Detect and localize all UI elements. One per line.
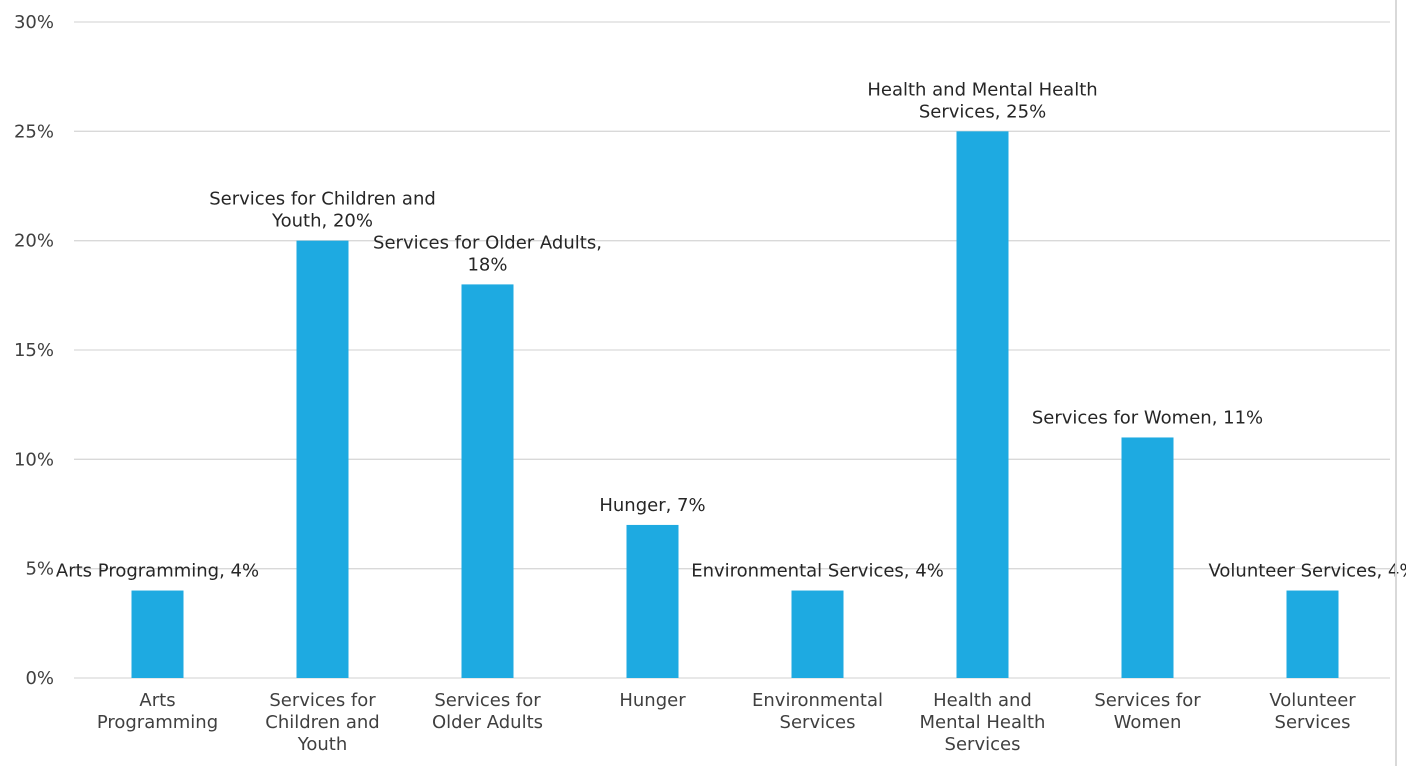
x-tick-label: Programming <box>97 712 218 733</box>
y-tick-label: 15% <box>14 340 54 361</box>
x-tick-label: Services for <box>1094 690 1201 711</box>
bar <box>1286 590 1339 678</box>
x-tick-label: Environmental <box>752 690 883 711</box>
bar <box>956 131 1009 679</box>
x-tick-label: Services <box>1275 712 1351 733</box>
bar <box>1121 437 1174 678</box>
data-label: Hunger, 7% <box>599 495 705 516</box>
y-tick-label: 10% <box>14 449 54 470</box>
bar <box>296 240 349 678</box>
x-tick-label: Hunger <box>619 690 686 711</box>
data-label: Services for Older Adults, <box>373 232 602 253</box>
y-tick-label: 5% <box>25 559 54 580</box>
x-tick-label: Women <box>1114 712 1182 733</box>
bar <box>626 524 679 678</box>
data-label: Health and Mental Health <box>867 79 1097 100</box>
y-tick-label: 30% <box>14 12 54 33</box>
x-tick-label: Services for <box>434 690 541 711</box>
x-tick-label: Older Adults <box>432 712 543 733</box>
data-label: Arts Programming, 4% <box>56 561 259 582</box>
x-tick-label: Arts <box>139 690 175 711</box>
data-labels: Arts Programming, 4% Services for Childre… <box>56 79 1406 581</box>
data-label: Volunteer Services, 4% <box>1209 561 1406 582</box>
x-tick-label: Health and <box>933 690 1032 711</box>
y-tick-label: 20% <box>14 231 54 252</box>
data-label: Services for Women, 11% <box>1032 407 1263 428</box>
bar <box>461 284 514 678</box>
x-tick-label: Services <box>780 712 856 733</box>
bars <box>131 131 1339 679</box>
y-tick-label: 0% <box>25 668 54 689</box>
y-axis-tick-labels: 0% 5% 10% 15% 20% 25% 30% <box>14 12 54 689</box>
y-tick-label: 25% <box>14 121 54 142</box>
data-label: Environmental Services, 4% <box>691 561 944 582</box>
x-tick-label: Mental Health <box>920 712 1046 733</box>
x-tick-label: Services for <box>269 690 376 711</box>
bar <box>791 590 844 678</box>
x-tick-label: Youth <box>297 734 348 755</box>
x-tick-label: Services <box>945 734 1021 755</box>
x-tick-label: Children and <box>265 712 379 733</box>
gridlines <box>74 21 1390 679</box>
data-label: Services for Children and <box>209 189 436 210</box>
data-label: 18% <box>467 254 507 275</box>
data-label: Youth, 20% <box>271 211 373 232</box>
bar <box>131 590 184 678</box>
x-tick-label: Volunteer <box>1269 690 1356 711</box>
data-label: Services, 25% <box>919 101 1046 122</box>
